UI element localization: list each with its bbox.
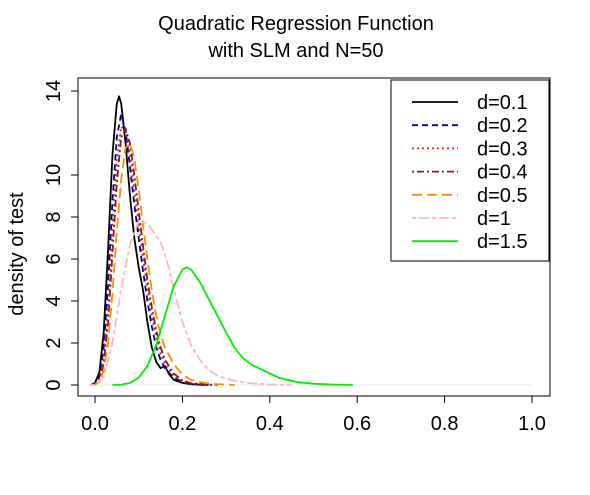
legend-box bbox=[390, 79, 550, 262]
y-tick-label: 2 bbox=[43, 337, 65, 348]
series-lines bbox=[90, 95, 353, 386]
series-line-d-1 bbox=[90, 220, 292, 386]
chart-title-line1: Quadratic Regression Function bbox=[158, 13, 434, 35]
chart-title: Quadratic Regression Function with SLM a… bbox=[158, 13, 434, 62]
series-line-d-0-1 bbox=[90, 95, 205, 386]
x-tick-label: 0.0 bbox=[81, 413, 109, 435]
y-axis-label: density of test bbox=[6, 192, 28, 316]
y-tick-label: 10 bbox=[43, 164, 65, 186]
x-tick-label: 0.8 bbox=[431, 413, 459, 435]
legend-label: d=0.2 bbox=[477, 115, 528, 137]
series-line-d-0-2 bbox=[90, 113, 209, 386]
legend: d=0.1d=0.2d=0.3d=0.4d=0.5d=1d=1.5 bbox=[390, 79, 550, 262]
x-axis: 0.0 0.2 0.4 0.6 0.8 1.0 bbox=[81, 395, 546, 435]
x-tick-label: 0.2 bbox=[168, 413, 196, 435]
x-tick-label: 1.0 bbox=[518, 413, 546, 435]
y-tick-label: 6 bbox=[43, 253, 65, 264]
y-tick-label: 4 bbox=[43, 295, 65, 306]
y-tick-label: 0 bbox=[43, 379, 65, 390]
x-tick-label: 0.6 bbox=[343, 413, 371, 435]
series-line-d-0-5 bbox=[90, 142, 235, 386]
y-tick-label: 8 bbox=[43, 211, 65, 222]
x-tick-label: 0.4 bbox=[256, 413, 284, 435]
y-axis: 0 2 4 6 8 10 14 bbox=[43, 80, 532, 391]
legend-label: d=0.1 bbox=[477, 92, 528, 114]
legend-label: d=0.3 bbox=[477, 138, 528, 160]
legend-label: d=1 bbox=[477, 208, 511, 230]
legend-label: d=0.4 bbox=[477, 162, 528, 184]
legend-label: d=0.5 bbox=[477, 185, 528, 207]
series-line-d-1-5 bbox=[112, 266, 353, 386]
chart-title-line2: with SLM and N=50 bbox=[207, 40, 383, 62]
y-tick-label: 14 bbox=[43, 80, 65, 102]
legend-label: d=1.5 bbox=[477, 231, 528, 253]
